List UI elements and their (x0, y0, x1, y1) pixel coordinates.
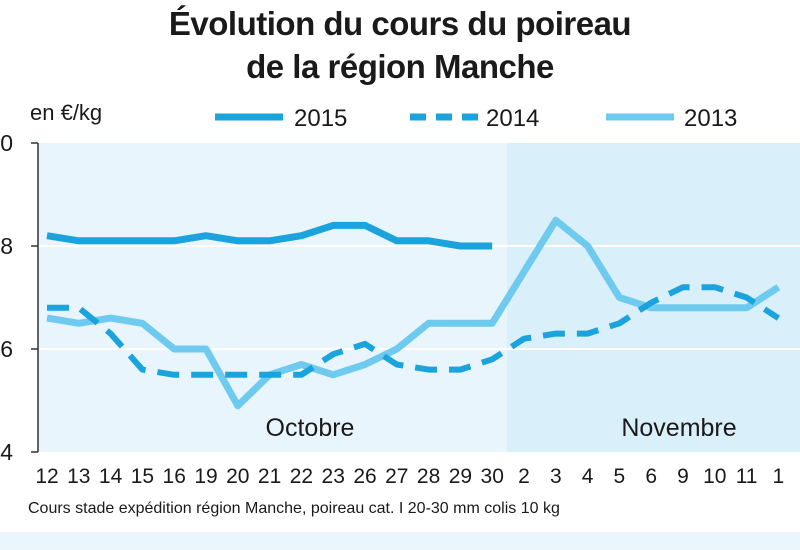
y-tick-label: 4 (0, 439, 13, 465)
legend-label-2013: 2013 (684, 105, 737, 132)
x-tick-label: 2 (518, 465, 530, 488)
x-tick-label: 28 (417, 465, 440, 488)
x-tick-label: 11 (736, 465, 758, 488)
x-tick-label: 6 (645, 465, 657, 488)
chart-footnote: Cours stade expédition région Manche, po… (28, 500, 560, 517)
x-tick-label: 22 (290, 465, 313, 488)
series-line-2013 (46, 216, 781, 410)
legend-label-2014: 2014 (486, 105, 539, 132)
y-axis-unit-label: en €/kg (30, 100, 103, 125)
x-tick-label: 13 (67, 465, 90, 488)
x-tick-label: 27 (385, 465, 408, 488)
x-tick-label: 30 (481, 465, 504, 488)
x-tick-label: 15 (131, 465, 154, 488)
x-tick-label: 14 (99, 465, 123, 488)
month-label-octobre: Octobre (266, 414, 355, 442)
x-tick-label: 20 (226, 465, 249, 488)
chart-subtitle: de la région Manche (246, 48, 554, 85)
y-tick-label: 0 (0, 130, 13, 156)
x-tick-label: 26 (353, 465, 376, 488)
x-tick-label: 21 (258, 465, 281, 488)
x-tick-label: 12 (35, 465, 58, 488)
bottom-strip (0, 532, 800, 550)
x-tick-label: 16 (163, 465, 186, 488)
y-tick-label: 8 (0, 233, 13, 259)
x-tick-label: 4 (582, 465, 594, 488)
october-panel (38, 143, 508, 452)
series-line-2015 (46, 221, 493, 250)
x-tick-label: 1 (773, 465, 785, 488)
x-tick-label: 23 (322, 465, 345, 488)
x-tick-label: 9 (677, 465, 689, 488)
series-line-2014 (47, 284, 781, 378)
chart-title: Évolution du cours du poireau (168, 5, 632, 42)
x-tick-label: 3 (550, 465, 562, 488)
y-tick-label: 6 (0, 336, 13, 362)
x-tick-label: 10 (703, 465, 726, 488)
x-tick-label: 29 (449, 465, 472, 488)
x-tick-label: 5 (614, 465, 626, 488)
x-tick-label: 19 (194, 465, 217, 488)
legend-label-2015: 2015 (294, 105, 347, 132)
month-label-novembre: Novembre (621, 414, 736, 442)
